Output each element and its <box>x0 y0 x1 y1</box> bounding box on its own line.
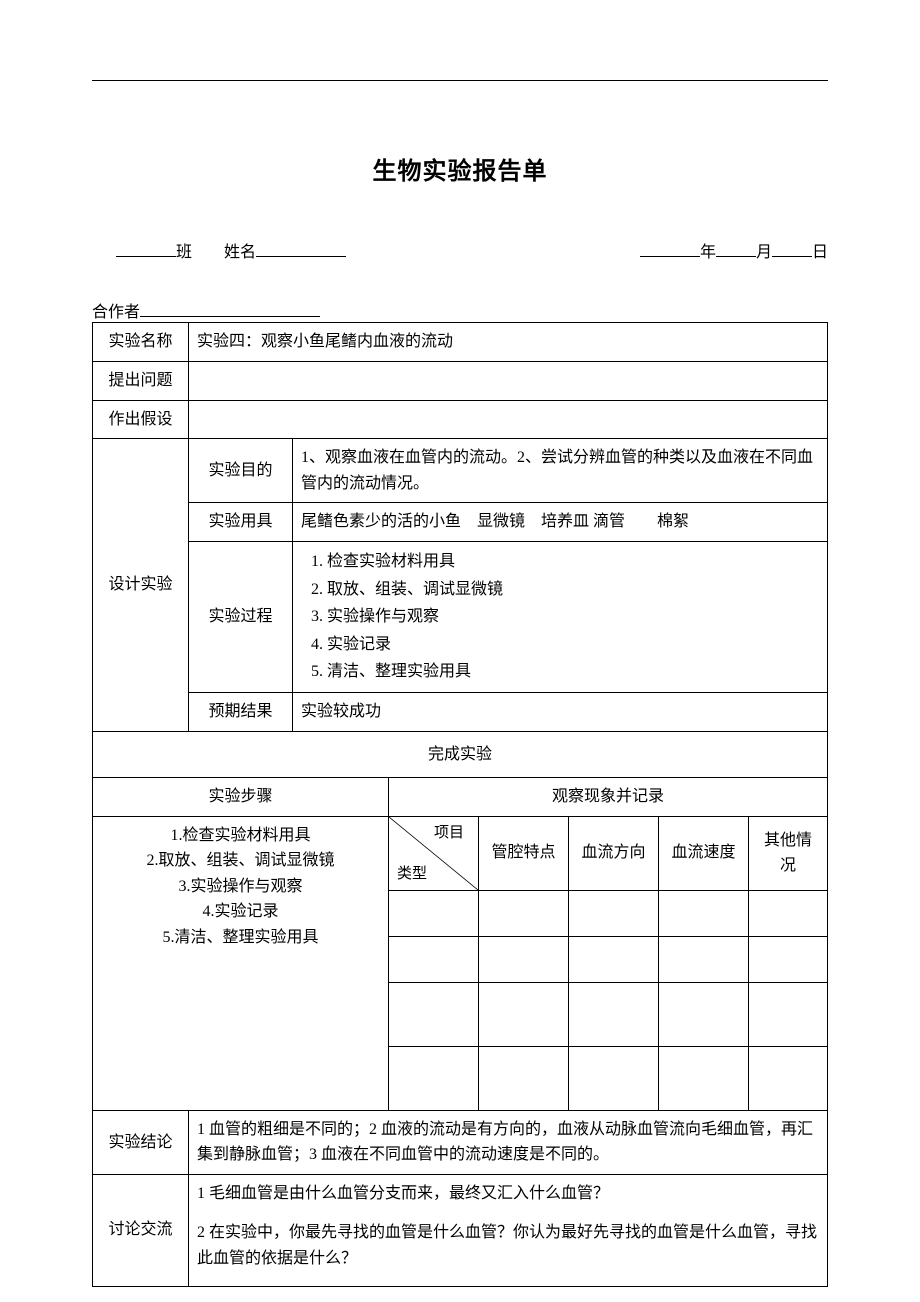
obs-cell[interactable] <box>389 982 479 1046</box>
content-procedure: 检查实验材料用具 取放、组装、调试显微镜 实验操作与观察 实验记录 清洁、整理实… <box>293 541 828 692</box>
row-materials: 实验用具 尾鳍色素少的活的小鱼 显微镜 培养皿 滴管 棉絮 <box>93 503 828 542</box>
month-blank[interactable] <box>716 256 756 257</box>
obs-cell[interactable] <box>479 936 569 982</box>
label-complete: 完成实验 <box>93 731 828 778</box>
obs-cell[interactable] <box>389 1046 479 1110</box>
label-procedure: 实验过程 <box>189 541 293 692</box>
obs-header: 血流速度 <box>659 816 749 890</box>
content-discussion: 1 毛细血管是由什么血管分支而来，最终又汇入什么血管？ 2 在实验中，你最先寻找… <box>189 1174 828 1286</box>
label-materials: 实验用具 <box>189 503 293 542</box>
procedure-item: 实验记录 <box>327 631 819 659</box>
obs-cell[interactable] <box>659 1046 749 1110</box>
obs-cell[interactable] <box>659 936 749 982</box>
row-expected: 预期结果 实验较成功 <box>93 692 828 731</box>
label-exp-name: 实验名称 <box>93 323 189 362</box>
top-rule <box>92 80 828 81</box>
label-discussion: 讨论交流 <box>93 1174 189 1286</box>
procedure-item: 清洁、整理实验用具 <box>327 658 819 686</box>
obs-cell[interactable] <box>569 982 659 1046</box>
content-materials: 尾鳍色素少的活的小鱼 显微镜 培养皿 滴管 棉絮 <box>293 503 828 542</box>
year-label: 年 <box>700 244 716 261</box>
steps-cell: 1.检查实验材料用具 2.取放、组装、调试显微镜 3.实验操作与观察 4.实验记… <box>93 816 389 1110</box>
label-expected: 预期结果 <box>189 692 293 731</box>
page-title: 生物实验报告单 <box>92 151 828 186</box>
year-blank[interactable] <box>640 256 700 257</box>
obs-header: 血流方向 <box>569 816 659 890</box>
label-observe: 观察现象并记录 <box>389 778 828 817</box>
row-hypothesis: 作出假设 <box>93 400 828 439</box>
label-conclusion: 实验结论 <box>93 1110 189 1174</box>
obs-cell[interactable] <box>569 890 659 936</box>
step-item: 1.检查实验材料用具 <box>101 823 380 849</box>
name-blank[interactable] <box>256 256 346 257</box>
month-label: 月 <box>756 244 772 261</box>
row-conclusion: 实验结论 1 血管的粗细是不同的；2 血液的流动是有方向的，血液从动脉血管流向毛… <box>93 1110 828 1174</box>
obs-cell[interactable] <box>569 936 659 982</box>
step-item: 3.实验操作与观察 <box>101 874 380 900</box>
step-item: 2.取放、组装、调试显微镜 <box>101 848 380 874</box>
meta-line-2: 合作者 <box>92 298 828 322</box>
obs-cell[interactable] <box>749 982 828 1046</box>
obs-cell[interactable] <box>749 936 828 982</box>
row-complete: 完成实验 <box>93 731 828 778</box>
diag-bottom-label: 类型 <box>397 862 427 886</box>
row-discussion: 讨论交流 1 毛细血管是由什么血管分支而来，最终又汇入什么血管？ 2 在实验中，… <box>93 1174 828 1286</box>
content-purpose: 1、观察血液在血管内的流动。2、尝试分辨血管的种类以及血液在不同血管内的流动情况… <box>293 439 828 503</box>
obs-header: 管腔特点 <box>479 816 569 890</box>
step-item: 4.实验记录 <box>101 899 380 925</box>
meta-line-1: 班 姓名 年 月 日 <box>92 210 828 296</box>
obs-cell[interactable] <box>569 1046 659 1110</box>
meta-left: 班 姓名 <box>92 210 346 296</box>
obs-cell[interactable] <box>749 1046 828 1110</box>
row-procedure: 实验过程 检查实验材料用具 取放、组装、调试显微镜 实验操作与观察 实验记录 清… <box>93 541 828 692</box>
class-blank[interactable] <box>116 256 176 257</box>
row-steps-obs-header: 实验步骤 观察现象并记录 <box>93 778 828 817</box>
procedure-item: 实验操作与观察 <box>327 603 819 631</box>
label-design: 设计实验 <box>93 439 189 731</box>
document-page: 生物实验报告单 班 姓名 年 月 日 合作者 实验名称 实验四：观察小鱼尾鳍内血液的… <box>0 0 920 1302</box>
obs-cell[interactable] <box>659 890 749 936</box>
content-expected: 实验较成功 <box>293 692 828 731</box>
procedure-list: 检查实验材料用具 取放、组装、调试显微镜 实验操作与观察 实验记录 清洁、整理实… <box>301 548 819 686</box>
diag-top-label: 项目 <box>434 821 464 845</box>
row-purpose: 设计实验 实验目的 1、观察血液在血管内的流动。2、尝试分辨血管的种类以及血液在… <box>93 439 828 503</box>
obs-header: 其他情况 <box>749 816 828 890</box>
row-question: 提出问题 <box>93 361 828 400</box>
diag-cell: 项目 类型 <box>389 816 479 890</box>
step-item: 5.清洁、整理实验用具 <box>101 925 380 951</box>
report-table: 实验名称 实验四：观察小鱼尾鳍内血液的流动 提出问题 作出假设 设计实验 实验目… <box>92 322 828 1286</box>
obs-cell[interactable] <box>479 982 569 1046</box>
obs-cell[interactable] <box>479 1046 569 1110</box>
discussion-item: 2 在实验中，你最先寻找的血管是什么血管？你认为最好先寻找的血管是什么血管，寻找… <box>197 1220 819 1271</box>
content-hypothesis[interactable] <box>189 400 828 439</box>
content-question[interactable] <box>189 361 828 400</box>
discussion-item: 1 毛细血管是由什么血管分支而来，最终又汇入什么血管？ <box>197 1181 819 1207</box>
name-label: 姓名 <box>224 244 256 261</box>
obs-cell[interactable] <box>479 890 569 936</box>
procedure-item: 检查实验材料用具 <box>327 548 819 576</box>
content-exp-name: 实验四：观察小鱼尾鳍内血液的流动 <box>189 323 828 362</box>
meta-right: 年月日 <box>616 210 828 296</box>
day-label: 日 <box>812 244 828 261</box>
row-exp-name: 实验名称 实验四：观察小鱼尾鳍内血液的流动 <box>93 323 828 362</box>
label-steps: 实验步骤 <box>93 778 389 817</box>
class-label: 班 <box>176 244 192 261</box>
obs-cell[interactable] <box>389 890 479 936</box>
day-blank[interactable] <box>772 256 812 257</box>
collaborator-blank[interactable] <box>140 316 320 317</box>
label-question: 提出问题 <box>93 361 189 400</box>
label-purpose: 实验目的 <box>189 439 293 503</box>
label-hypothesis: 作出假设 <box>93 400 189 439</box>
procedure-item: 取放、组装、调试显微镜 <box>327 576 819 604</box>
row-obs-head: 1.检查实验材料用具 2.取放、组装、调试显微镜 3.实验操作与观察 4.实验记… <box>93 816 828 890</box>
obs-cell[interactable] <box>749 890 828 936</box>
obs-cell[interactable] <box>659 982 749 1046</box>
collaborator-label: 合作者 <box>92 304 140 321</box>
content-conclusion: 1 血管的粗细是不同的；2 血液的流动是有方向的，血液从动脉血管流向毛细血管，再… <box>189 1110 828 1174</box>
obs-cell[interactable] <box>389 936 479 982</box>
